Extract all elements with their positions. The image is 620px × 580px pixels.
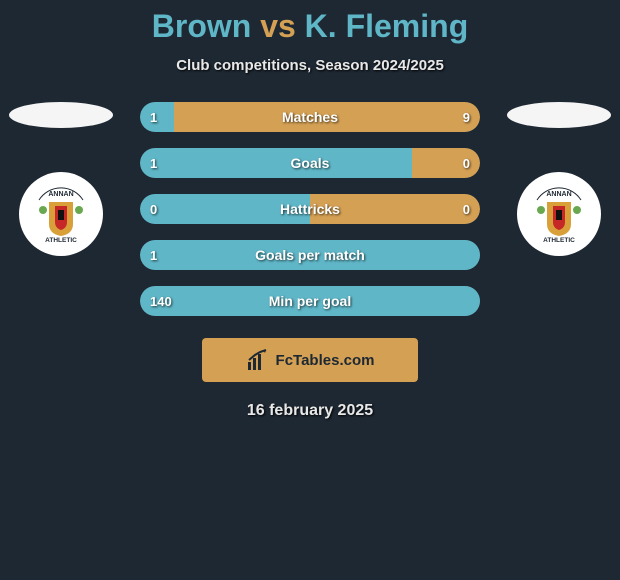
player2-club-badge: ANNAN ATHLETIC xyxy=(517,172,601,256)
stat-left-segment xyxy=(140,102,174,132)
comparison-title: Brown vs K. Fleming xyxy=(0,8,620,45)
player1-name: Brown xyxy=(152,8,252,44)
stat-left-segment xyxy=(140,194,310,224)
svg-text:ANNAN: ANNAN xyxy=(546,191,571,198)
svg-text:ATHLETIC: ATHLETIC xyxy=(543,237,575,244)
svg-text:ANNAN: ANNAN xyxy=(48,191,73,198)
stat-row-goals: 10Goals xyxy=(140,148,480,178)
chart-icon xyxy=(246,348,270,372)
stat-row-hattricks: 00Hattricks xyxy=(140,194,480,224)
comparison-bars: 19Matches 10Goals 00Hattricks 1Goals per ma… xyxy=(140,102,480,316)
stat-row-min-per-goal: 140Min per goal xyxy=(140,286,480,316)
player2-name: K. Fleming xyxy=(305,8,469,44)
stat-row-matches: 19Matches xyxy=(140,102,480,132)
stat-right-segment xyxy=(174,102,480,132)
annan-athletic-crest-icon: ANNAN ATHLETIC xyxy=(31,184,91,244)
player1-placeholder xyxy=(9,102,113,128)
stat-right-segment xyxy=(310,194,480,224)
left-badge-column: ANNAN ATHLETIC xyxy=(6,102,116,256)
player2-placeholder xyxy=(507,102,611,128)
player1-club-badge: ANNAN ATHLETIC xyxy=(19,172,103,256)
right-badge-column: ANNAN ATHLETIC xyxy=(504,102,614,256)
date-text: 16 february 2025 xyxy=(0,402,620,420)
svg-text:ATHLETIC: ATHLETIC xyxy=(45,237,77,244)
annan-athletic-crest-icon: ANNAN ATHLETIC xyxy=(529,184,589,244)
stat-row-goals-per-match: 1Goals per match xyxy=(140,240,480,270)
subtitle: Club competitions, Season 2024/2025 xyxy=(0,57,620,74)
vs-text: vs xyxy=(260,8,296,44)
stat-left-segment xyxy=(140,286,480,316)
stat-left-segment xyxy=(140,148,412,178)
stat-left-segment xyxy=(140,240,480,270)
stat-right-segment xyxy=(412,148,480,178)
fctables-logo: FcTables.com xyxy=(202,338,418,382)
logo-text: FcTables.com xyxy=(276,352,375,369)
